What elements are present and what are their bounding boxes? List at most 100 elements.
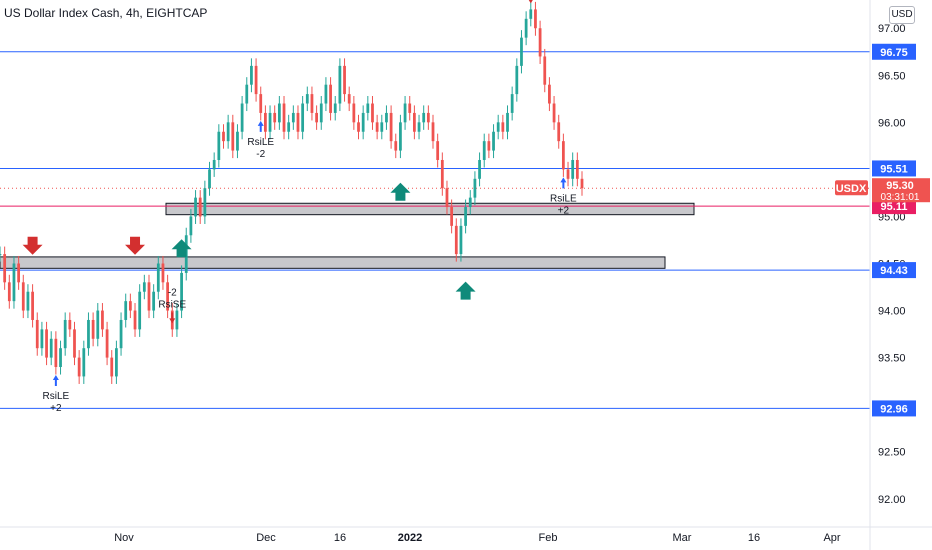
candle-body (73, 329, 76, 358)
level-tag (872, 43, 916, 60)
candle-body (492, 131, 495, 151)
candle-body (142, 282, 146, 292)
candle-body (105, 329, 109, 358)
candle-body (82, 348, 86, 377)
candle-body (357, 122, 360, 132)
candle-body (496, 122, 500, 132)
candle-body (77, 357, 81, 377)
candle-body (352, 103, 356, 123)
candle-body (26, 291, 30, 311)
time-tick-label: 16 (334, 532, 346, 544)
candle-body (389, 112, 393, 142)
candle-body (561, 141, 565, 170)
candle-body (264, 112, 267, 132)
candle-body (273, 112, 277, 123)
candle-body (31, 291, 34, 320)
candle-body (250, 65, 253, 85)
time-tick-label: 16 (748, 532, 760, 544)
candle-body (68, 319, 72, 330)
currency-button[interactable]: USD (889, 6, 915, 24)
level-tag-label: 94.43 (880, 265, 908, 277)
candle-body (87, 319, 90, 349)
candle-body (468, 197, 472, 208)
candle-body (287, 122, 291, 132)
long-signal-icon (560, 177, 567, 189)
candle-body (571, 159, 575, 179)
candle-body (203, 188, 207, 217)
candle-body (361, 112, 365, 132)
candle-body (506, 112, 509, 132)
candle-body (45, 329, 48, 358)
candle-body (478, 159, 481, 179)
candle-body (385, 112, 388, 123)
candle-body (240, 103, 244, 132)
candle-body (226, 122, 230, 142)
candle-body (101, 310, 104, 330)
price-tick-label: 96.50 (878, 70, 906, 82)
candle-body (380, 122, 384, 132)
candle-body (156, 263, 160, 292)
candle-body (63, 319, 67, 349)
time-tick-label: Nov (114, 532, 134, 544)
buy-arrow-icon (455, 281, 476, 300)
candle-body (231, 122, 235, 151)
candle-body (194, 197, 197, 217)
candle-body (296, 112, 300, 132)
candle-body (305, 94, 309, 104)
zone-layer (0, 202, 695, 269)
candle-body (166, 282, 170, 311)
buy-arrow-icon (390, 182, 411, 201)
buy-arrow-icon (171, 239, 192, 258)
time-axis: Nov Dec 16 2022 Feb Mar 16 Apr (0, 526, 932, 544)
candle-body (450, 207, 454, 226)
candle-body (3, 254, 7, 283)
signal-label: -2 (168, 287, 177, 298)
candle-body (375, 122, 379, 132)
candle-body (110, 357, 114, 377)
symbol-tag (835, 180, 868, 196)
candle-body (566, 169, 570, 179)
candle-body (422, 112, 426, 123)
chart-title: US Dollar Index Cash, 4h, EIGHTCAP (4, 6, 208, 20)
candle-body (259, 94, 263, 113)
candle-body (96, 310, 100, 339)
candle-body (524, 18, 528, 38)
candle-body (49, 338, 53, 358)
candle-body (124, 301, 128, 320)
price-tick-label: 94.00 (878, 306, 906, 318)
candle-body (21, 282, 25, 311)
signal-label: +2 (50, 403, 62, 414)
level-tag (872, 400, 916, 417)
candle-body (35, 319, 39, 349)
last-price-label: 95.30 (886, 180, 914, 192)
candle-body (310, 94, 314, 113)
symbol-tag-label: USDX (836, 183, 867, 195)
candle-body (133, 310, 137, 330)
candle-body (464, 207, 467, 226)
level-tag-label: 95.11 (881, 201, 908, 213)
candle-body (529, 9, 533, 19)
candle-body (501, 122, 505, 132)
candle-body (343, 65, 346, 95)
candle-body (366, 103, 370, 113)
candle-body (575, 159, 579, 179)
price-tick-label: 96.00 (878, 117, 906, 129)
signal-label: RsiSE (158, 299, 186, 310)
candle-body (315, 112, 318, 123)
candle-body (534, 9, 537, 29)
candle-body (538, 28, 542, 57)
level-tag (872, 160, 916, 177)
candle-body (208, 169, 211, 189)
price-tick-label: 92.50 (878, 447, 906, 459)
level-tag-label: 96.75 (880, 47, 908, 59)
signal-label: RsiLE (247, 137, 274, 148)
sell-arrow-icon (125, 236, 146, 255)
candle-body (175, 310, 179, 330)
candle-body (152, 291, 156, 311)
time-tick-label: Mar (673, 532, 692, 544)
candle-body (445, 188, 449, 208)
candle-body (54, 338, 58, 368)
candle-body (440, 159, 444, 189)
